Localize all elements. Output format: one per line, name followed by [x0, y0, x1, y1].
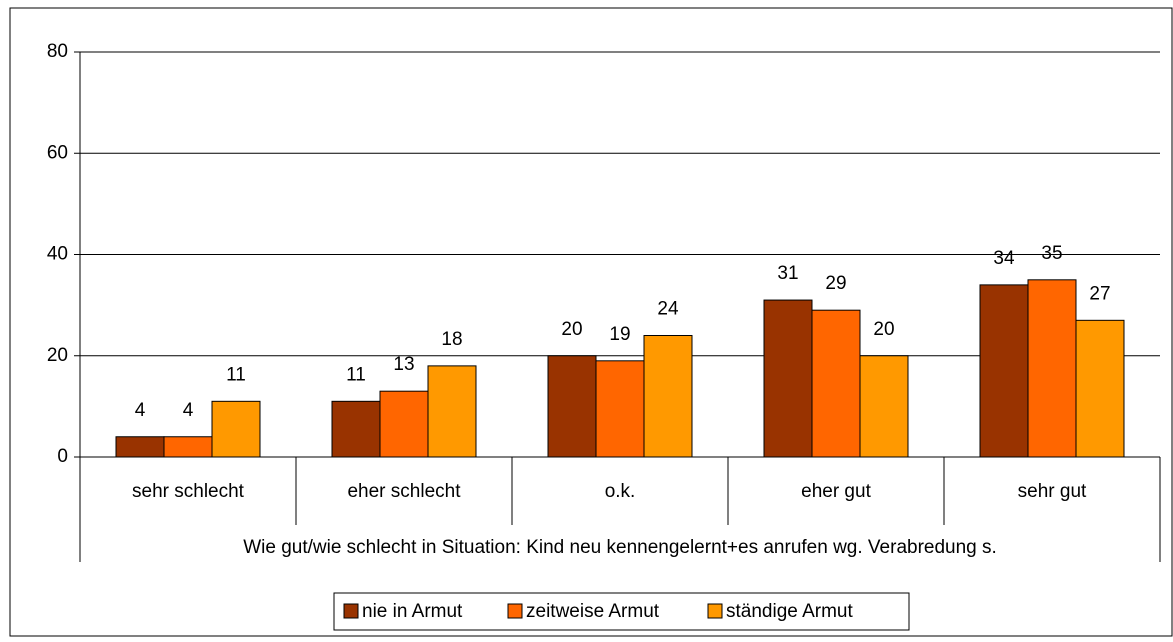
data-label: 4: [135, 400, 146, 421]
data-label: 27: [1089, 283, 1110, 304]
legend-label: zeitweise Armut: [526, 601, 660, 622]
legend-label: nie in Armut: [362, 601, 463, 622]
data-label: 11: [226, 364, 246, 385]
y-tick-label: 40: [47, 244, 68, 265]
bar: [979, 284, 1029, 458]
data-label: 34: [993, 248, 1015, 269]
bar: [1027, 279, 1077, 458]
bar: [595, 360, 645, 458]
y-tick-label: 0: [57, 446, 68, 467]
data-label: 13: [393, 354, 414, 375]
data-label: 19: [609, 324, 630, 345]
data-label: 11: [346, 364, 366, 385]
data-label: 35: [1041, 243, 1062, 264]
legend-swatch: [507, 603, 523, 619]
legend-swatch: [343, 603, 359, 619]
bar: [115, 436, 165, 458]
bar: [763, 299, 813, 458]
x-tick-label: o.k.: [605, 481, 636, 502]
legend-label: ständige Armut: [726, 601, 853, 622]
data-label: 20: [873, 319, 894, 340]
x-tick-label: eher schlecht: [347, 481, 461, 502]
data-label: 4: [183, 400, 194, 421]
data-label: 31: [777, 263, 798, 284]
chart-border: [9, 7, 1173, 637]
data-label: 24: [657, 299, 679, 320]
bar: [211, 400, 261, 458]
x-tick-label: sehr gut: [1018, 481, 1087, 502]
bar: [379, 390, 429, 458]
bar: [547, 355, 597, 458]
data-label: 18: [441, 329, 462, 350]
x-tick-label: eher gut: [801, 481, 871, 502]
y-tick-label: 60: [47, 142, 68, 163]
bar: [163, 436, 213, 458]
data-label: 20: [561, 319, 582, 340]
x-tick-label: sehr schlecht: [132, 481, 245, 502]
bar: [331, 400, 381, 458]
bar: [1075, 319, 1125, 458]
bar: [811, 309, 861, 458]
data-label: 29: [825, 273, 846, 294]
bar: [859, 355, 909, 458]
y-tick-label: 20: [47, 345, 68, 366]
legend-box: [333, 592, 910, 631]
legend-swatch: [707, 603, 723, 619]
y-tick-label: 80: [47, 41, 68, 62]
bar: [427, 365, 477, 458]
bar: [643, 335, 693, 458]
x-axis-title: Wie gut/wie schlecht in Situation: Kind …: [243, 537, 997, 558]
